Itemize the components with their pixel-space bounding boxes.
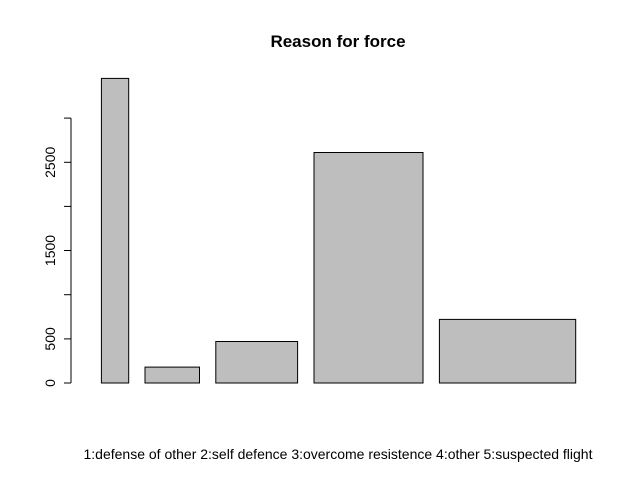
bar-5 xyxy=(438,318,577,384)
y-tick-label-500: 500 xyxy=(42,327,58,351)
bar-1 xyxy=(100,77,130,384)
bar-3 xyxy=(215,341,299,384)
bars xyxy=(100,77,577,384)
chart-title: Reason for force xyxy=(270,32,405,51)
y-tick-label-1500: 1500 xyxy=(42,235,58,266)
bar-4 xyxy=(313,152,424,384)
category-legend-text: 1:defense of other 2:self defence 3:over… xyxy=(84,446,593,462)
y-axis: 0 500 1500 2500 xyxy=(42,117,72,387)
bar-2 xyxy=(144,366,200,384)
y-tick-label-0: 0 xyxy=(42,379,58,387)
y-tick-label-2500: 2500 xyxy=(42,147,58,178)
